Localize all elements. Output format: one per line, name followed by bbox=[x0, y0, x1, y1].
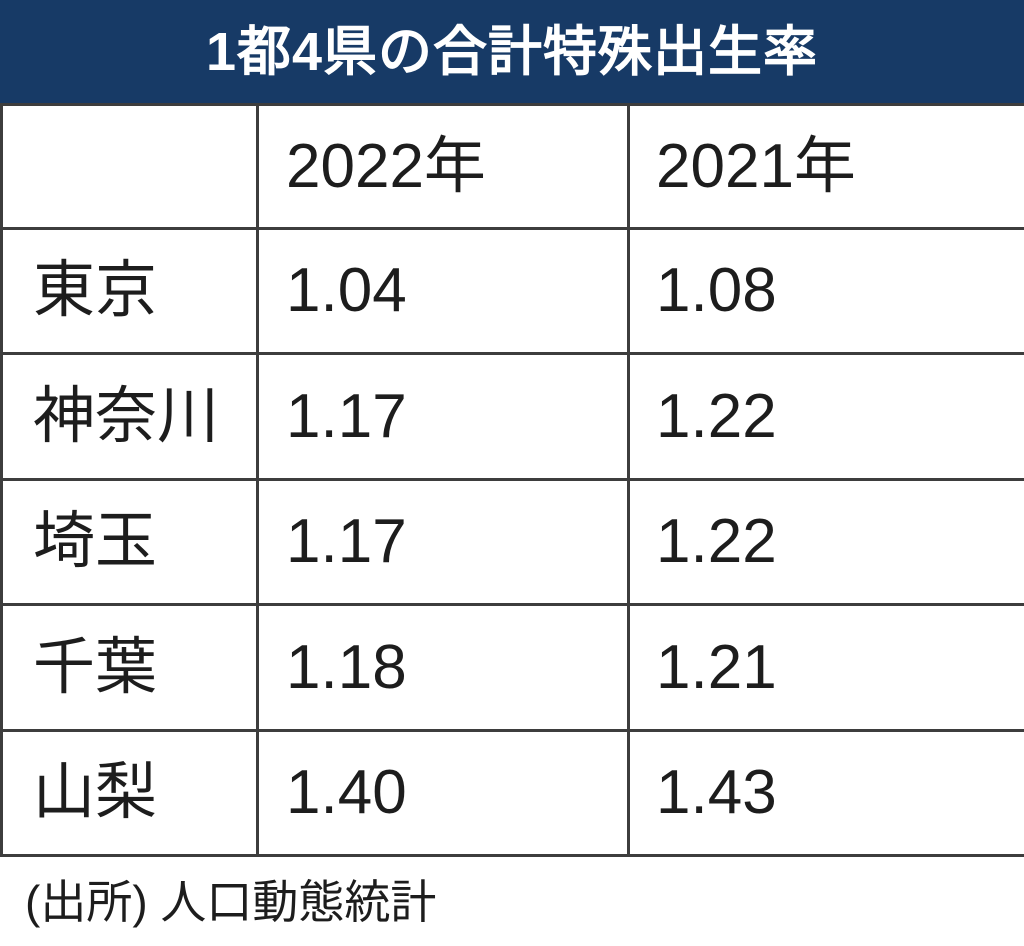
cell-chiba-2022: 1.18 bbox=[259, 606, 630, 732]
cell-tokyo-2022: 1.04 bbox=[259, 230, 630, 355]
row-label-saitama: 埼玉 bbox=[0, 481, 259, 606]
cell-chiba-2021: 1.21 bbox=[630, 606, 1024, 732]
table-header-empty bbox=[0, 106, 259, 230]
row-label-chiba: 千葉 bbox=[0, 606, 259, 732]
table-header-2021: 2021年 bbox=[630, 106, 1024, 230]
cell-kanagawa-2022: 1.17 bbox=[259, 355, 630, 481]
cell-tokyo-2021: 1.08 bbox=[630, 230, 1024, 355]
row-label-yamanashi: 山梨 bbox=[0, 732, 259, 857]
cell-saitama-2022: 1.17 bbox=[259, 481, 630, 606]
cell-yamanashi-2021: 1.43 bbox=[630, 732, 1024, 857]
fertility-rate-table: 2022年 2021年 東京 1.04 1.08 神奈川 1.17 1.22 埼… bbox=[0, 103, 1024, 857]
cell-yamanashi-2022: 1.40 bbox=[259, 732, 630, 857]
table-header-2022: 2022年 bbox=[259, 106, 630, 230]
cell-saitama-2021: 1.22 bbox=[630, 481, 1024, 606]
row-label-tokyo: 東京 bbox=[0, 230, 259, 355]
source-note-text: (出所) 人口動態統計 bbox=[25, 875, 437, 928]
cell-kanagawa-2021: 1.22 bbox=[630, 355, 1024, 481]
title-bar: 1都4県の合計特殊出生率 bbox=[0, 0, 1024, 103]
source-note: (出所) 人口動態統計 bbox=[0, 857, 1024, 946]
row-label-kanagawa: 神奈川 bbox=[0, 355, 259, 481]
page-title: 1都4県の合計特殊出生率 bbox=[205, 21, 819, 82]
